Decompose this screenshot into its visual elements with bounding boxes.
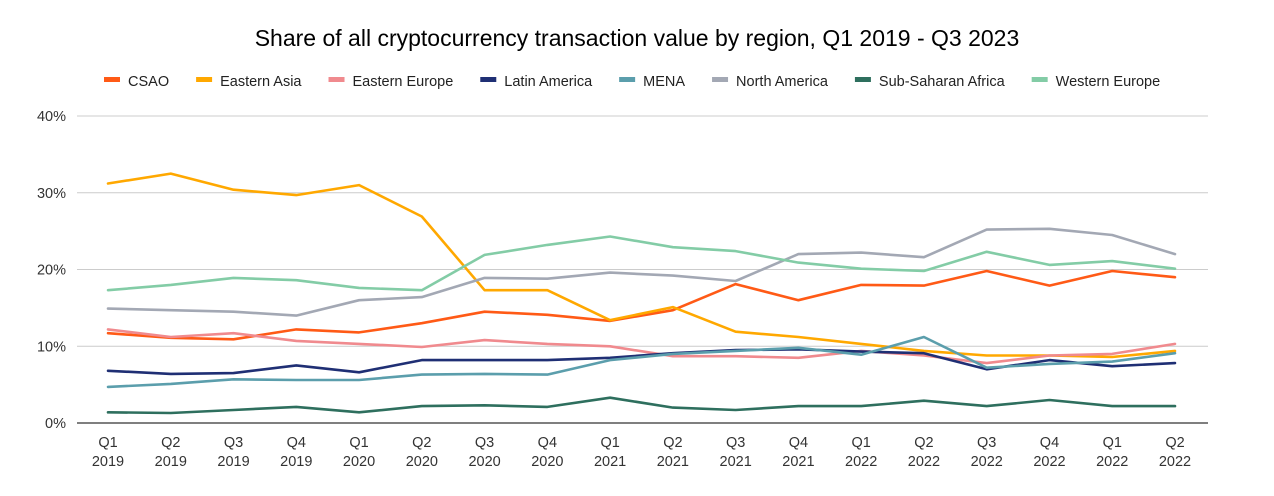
x-tick-label: Q1 2021 bbox=[594, 435, 626, 470]
series-layer bbox=[106, 172, 1177, 415]
y-tick-label: 30% bbox=[37, 186, 66, 202]
legend-label: Eastern Asia bbox=[220, 74, 302, 90]
legend-item-north-america[interactable]: North America bbox=[712, 74, 829, 90]
x-tick-label: Q3 2019 bbox=[217, 435, 249, 470]
legend-label: MENA bbox=[643, 74, 685, 90]
legend-item-latin-america[interactable]: Latin America bbox=[480, 74, 593, 90]
x-tick-label: Q1 2020 bbox=[343, 435, 375, 470]
x-tick-label: Q2 2021 bbox=[657, 435, 689, 470]
x-tick-label: Q3 2020 bbox=[468, 435, 500, 470]
x-tick-label: Q1 2022 bbox=[845, 435, 877, 470]
legend-label: Western Europe bbox=[1056, 74, 1161, 90]
legend-label: CSAO bbox=[128, 74, 169, 90]
x-tick-label: Q2 2022 bbox=[908, 435, 940, 470]
x-tick-label: Q3 2021 bbox=[720, 435, 752, 470]
y-axis: 0% 10% 20% 30% 40% bbox=[37, 109, 66, 432]
y-tick-label: 10% bbox=[37, 339, 66, 355]
series-line-western-europe bbox=[106, 235, 1177, 292]
series-line-north-america bbox=[106, 227, 1177, 317]
legend-swatch bbox=[328, 77, 345, 82]
legend-item-eastern-europe[interactable]: Eastern Europe bbox=[328, 74, 454, 90]
x-tick-label: Q1 2019 bbox=[92, 435, 124, 470]
series-line-sub-saharan-africa bbox=[106, 396, 1177, 415]
legend-swatch bbox=[854, 77, 871, 82]
legend-item-csao[interactable]: CSAO bbox=[104, 74, 169, 90]
x-tick-label: Q4 2020 bbox=[531, 435, 563, 470]
legend-label: North America bbox=[736, 74, 829, 90]
x-tick-label: Q3 2022 bbox=[971, 435, 1003, 470]
series-line-eastern-europe bbox=[106, 328, 1177, 365]
legend-swatch bbox=[1031, 77, 1048, 82]
gridlines bbox=[77, 115, 1208, 424]
legend-item-sub-saharan-africa[interactable]: Sub-Saharan Africa bbox=[854, 74, 1006, 90]
legend-item-mena[interactable]: MENA bbox=[619, 74, 685, 90]
legend-swatch bbox=[480, 77, 497, 82]
legend-label: Eastern Europe bbox=[353, 74, 454, 90]
x-tick-label: Q4 2019 bbox=[280, 435, 312, 470]
x-axis: Q1 2019 Q2 2019 Q3 2019 Q4 2019 Q1 2020 Q2 2020 Q3 20… bbox=[92, 435, 1191, 470]
legend-item-eastern-asia[interactable]: Eastern Asia bbox=[196, 74, 302, 90]
y-tick-label: 0% bbox=[45, 416, 66, 432]
series-line-latin-america bbox=[106, 347, 1177, 376]
series-line-mena bbox=[106, 335, 1177, 389]
legend: CSAO Eastern Asia Eastern Europe Latin Amer… bbox=[104, 74, 1160, 90]
x-tick-label: Q4 2021 bbox=[782, 435, 814, 470]
legend-swatch bbox=[196, 77, 213, 82]
legend-swatch bbox=[104, 77, 120, 82]
chart-title: Share of all cryptocurrency transaction … bbox=[255, 25, 1020, 51]
x-tick-label: Q2 2022 bbox=[1159, 435, 1191, 470]
x-tick-label: Q2 2020 bbox=[406, 435, 438, 470]
y-tick-label: 40% bbox=[37, 109, 66, 125]
legend-swatch bbox=[712, 77, 729, 82]
series-line-eastern-asia bbox=[106, 172, 1177, 359]
x-tick-label: Q1 2022 bbox=[1096, 435, 1128, 470]
legend-swatch bbox=[619, 77, 636, 82]
y-tick-label: 20% bbox=[37, 263, 66, 279]
x-tick-label: Q4 2022 bbox=[1033, 435, 1065, 470]
series-line-csao bbox=[106, 269, 1177, 341]
legend-label: Sub-Saharan Africa bbox=[879, 74, 1006, 90]
legend-item-western-europe[interactable]: Western Europe bbox=[1031, 74, 1161, 90]
x-tick-label: Q2 2019 bbox=[155, 435, 187, 470]
legend-label: Latin America bbox=[504, 74, 593, 90]
